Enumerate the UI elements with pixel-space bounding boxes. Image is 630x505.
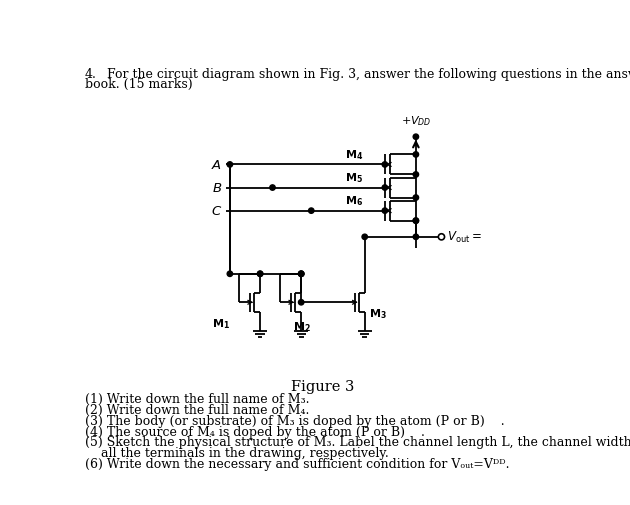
- Text: $C$: $C$: [211, 205, 222, 218]
- Text: $\mathbf{M_4}$: $\mathbf{M_4}$: [345, 147, 363, 161]
- Text: $\mathbf{M_1}$: $\mathbf{M_1}$: [212, 317, 230, 330]
- Circle shape: [413, 219, 418, 224]
- Text: $\mathbf{M_6}$: $\mathbf{M_6}$: [345, 193, 363, 208]
- Circle shape: [270, 185, 275, 191]
- Circle shape: [309, 209, 314, 214]
- Circle shape: [382, 209, 387, 214]
- Text: (2) Write down the full name of M₄.: (2) Write down the full name of M₄.: [85, 403, 309, 416]
- Circle shape: [299, 272, 304, 277]
- Text: (1) Write down the full name of M₃.: (1) Write down the full name of M₃.: [85, 392, 309, 406]
- Text: $A$: $A$: [211, 159, 222, 172]
- Text: (4) The source of M₄ is doped by the atom (P or B)    .: (4) The source of M₄ is doped by the ato…: [85, 425, 425, 438]
- Circle shape: [299, 300, 304, 306]
- Text: all the terminals in the drawing, respectively.: all the terminals in the drawing, respec…: [85, 446, 389, 460]
- Text: (6) Write down the necessary and sufficient condition for Vₒᵤₜ=Vᴰᴰ.: (6) Write down the necessary and suffici…: [85, 457, 510, 470]
- Text: Figure 3: Figure 3: [291, 380, 355, 393]
- Circle shape: [227, 272, 232, 277]
- Circle shape: [258, 272, 263, 277]
- Text: $\mathbf{M_3}$: $\mathbf{M_3}$: [369, 307, 386, 320]
- Text: $\mathbf{M_2}$: $\mathbf{M_2}$: [293, 320, 311, 333]
- Circle shape: [258, 272, 263, 277]
- Circle shape: [413, 153, 418, 158]
- Circle shape: [299, 272, 304, 277]
- Circle shape: [413, 135, 418, 140]
- Circle shape: [382, 185, 387, 191]
- Text: $B$: $B$: [212, 182, 222, 194]
- Text: (5) Sketch the physical structure of M₃. Label the channel length L, the channel: (5) Sketch the physical structure of M₃.…: [85, 436, 630, 448]
- Text: $V_\mathrm{out}=$: $V_\mathrm{out}=$: [447, 230, 482, 245]
- Text: 4.: 4.: [85, 68, 97, 81]
- Text: $\mathbf{M_5}$: $\mathbf{M_5}$: [345, 171, 363, 184]
- Circle shape: [413, 195, 418, 201]
- Circle shape: [413, 219, 418, 224]
- Text: $+V_{DD}$: $+V_{DD}$: [401, 115, 431, 128]
- Circle shape: [382, 163, 387, 168]
- Circle shape: [413, 235, 418, 240]
- Text: For the circuit diagram shown in Fig. 3, answer the following questions in the a: For the circuit diagram shown in Fig. 3,…: [106, 68, 630, 81]
- Text: book. (15 marks): book. (15 marks): [85, 78, 193, 91]
- Circle shape: [413, 172, 418, 178]
- Circle shape: [362, 235, 367, 240]
- Text: (3) The body (or substrate) of M₃ is doped by the atom (P or B)    .: (3) The body (or substrate) of M₃ is dop…: [85, 414, 505, 427]
- Circle shape: [299, 272, 304, 277]
- Circle shape: [227, 163, 232, 168]
